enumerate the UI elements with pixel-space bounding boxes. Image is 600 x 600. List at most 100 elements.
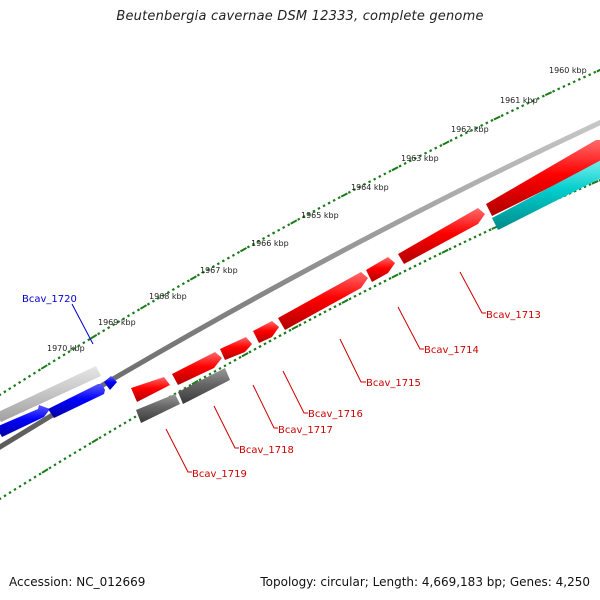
gene-arrow-bcav-1716[interactable] bbox=[253, 321, 279, 343]
leader-line-1717 bbox=[252, 384, 278, 429]
outer-minor-tick bbox=[287, 223, 291, 227]
gene-arrow-grey-2[interactable] bbox=[178, 368, 230, 404]
outer-minor-tick bbox=[557, 87, 561, 91]
outer-minor-tick bbox=[136, 308, 141, 312]
leader-line-1719 bbox=[165, 428, 192, 473]
gene-label-bcav-1716[interactable]: Bcav_1716 bbox=[308, 409, 363, 420]
outer-minor-tick bbox=[357, 185, 362, 189]
kbp-label-1960: 1960 kbp bbox=[549, 66, 587, 75]
inner-minor-tick bbox=[303, 320, 307, 324]
outer-minor-tick bbox=[216, 262, 220, 266]
leader-line-1715 bbox=[339, 338, 366, 383]
outer-major-tick bbox=[189, 275, 197, 281]
gene-label-bcav-1720[interactable]: Bcav_1720 bbox=[22, 294, 77, 305]
inner-minor-tick bbox=[413, 264, 417, 268]
outer-minor-tick bbox=[3, 390, 7, 394]
inner-minor-tick bbox=[103, 433, 107, 437]
outer-major-tick bbox=[442, 140, 450, 146]
outer-minor-tick bbox=[151, 299, 155, 303]
gene-arrow-bcav-1715[interactable] bbox=[278, 272, 368, 330]
outer-minor-tick bbox=[521, 104, 525, 108]
outer-minor-tick bbox=[373, 177, 377, 181]
outer-minor-tick bbox=[439, 144, 443, 148]
leader-line-1720 bbox=[71, 303, 94, 345]
outer-major-tick bbox=[239, 247, 247, 253]
inner-minor-tick bbox=[18, 484, 22, 488]
outer-minor-tick bbox=[97, 332, 101, 336]
inner-minor-tick bbox=[228, 361, 232, 365]
inner-major-tick bbox=[441, 248, 449, 254]
inner-minor-tick bbox=[253, 347, 257, 351]
inner-minor-tick bbox=[58, 460, 62, 464]
inner-minor-tick bbox=[108, 430, 112, 434]
inner-minor-tick bbox=[3, 494, 7, 498]
outer-minor-tick bbox=[413, 156, 417, 160]
inner-minor-tick bbox=[468, 237, 472, 241]
gene-label-bcav-1714[interactable]: Bcav_1714 bbox=[424, 345, 479, 356]
outer-minor-tick bbox=[449, 138, 453, 142]
outer-minor-tick bbox=[231, 253, 235, 257]
inner-minor-tick bbox=[33, 475, 37, 479]
outer-minor-tick bbox=[171, 287, 175, 292]
inner-major-tick bbox=[391, 273, 399, 279]
outer-minor-tick bbox=[347, 190, 351, 194]
inner-minor-tick bbox=[298, 323, 302, 327]
gene-label-bcav-1718[interactable]: Bcav_1718 bbox=[239, 445, 294, 456]
gene-arrow-bcav-1719[interactable] bbox=[131, 377, 170, 402]
outer-minor-tick bbox=[490, 118, 494, 122]
outer-minor-tick bbox=[201, 270, 205, 274]
gene-arrow-bcav-1713[interactable] bbox=[486, 140, 600, 216]
gene-arrow-light[interactable] bbox=[0, 366, 101, 422]
gene-label-bcav-1717[interactable]: Bcav_1717 bbox=[278, 425, 333, 436]
outer-minor-tick bbox=[297, 217, 301, 221]
kbp-label-1969: 1969 kbp bbox=[98, 318, 136, 327]
inner-minor-tick bbox=[223, 364, 227, 368]
outer-minor-tick bbox=[87, 338, 91, 342]
gene-label-bcav-1719[interactable]: Bcav_1719 bbox=[192, 469, 247, 480]
outer-minor-tick bbox=[261, 236, 266, 241]
outer-minor-tick bbox=[116, 320, 121, 324]
gene-arrow-bcav-1714-small[interactable] bbox=[366, 257, 395, 282]
inner-minor-tick bbox=[583, 185, 587, 189]
kbp-label-1961: 1961 kbp bbox=[500, 96, 538, 105]
leader-line-1716 bbox=[282, 370, 308, 414]
outer-minor-tick bbox=[516, 106, 520, 110]
accession-text: Accession: NC_012669 bbox=[9, 575, 146, 589]
gene-arrow-cyan[interactable] bbox=[492, 158, 600, 230]
outer-minor-tick bbox=[206, 267, 210, 271]
gene-arrow-bcav-1720[interactable] bbox=[0, 405, 50, 437]
gene-label-bcav-1715[interactable]: Bcav_1715 bbox=[366, 378, 421, 389]
inner-minor-tick bbox=[238, 355, 242, 359]
inner-minor-tick bbox=[128, 418, 132, 422]
inner-minor-tick bbox=[383, 279, 387, 283]
inner-minor-tick bbox=[13, 487, 17, 492]
kbp-label-1970: 1970 kbp bbox=[47, 344, 85, 353]
outer-minor-tick bbox=[322, 204, 326, 208]
outer-minor-tick bbox=[302, 215, 306, 219]
inner-minor-tick bbox=[488, 228, 492, 232]
outer-minor-tick bbox=[226, 256, 230, 260]
gene-label-bcav-1713[interactable]: Bcav_1713 bbox=[486, 310, 541, 321]
gene-arrow-bcav-1717-red[interactable] bbox=[220, 337, 252, 360]
gene-arrow-bcav-1718-red[interactable] bbox=[172, 352, 222, 385]
outer-minor-tick bbox=[312, 209, 316, 213]
inner-minor-tick bbox=[423, 259, 427, 263]
inner-minor-tick bbox=[8, 491, 12, 495]
gene-arrow-bcav-1720b[interactable] bbox=[48, 384, 105, 418]
inner-major-tick bbox=[91, 438, 99, 444]
leader-line-1714 bbox=[397, 306, 424, 350]
outer-minor-tick bbox=[577, 77, 581, 81]
gene-arrow-grey-1[interactable] bbox=[136, 394, 180, 423]
kbp-label-1962: 1962 kbp bbox=[451, 125, 489, 134]
inner-minor-tick bbox=[403, 269, 407, 273]
inner-minor-tick bbox=[588, 182, 592, 187]
gene-arrow-bcav-1714[interactable] bbox=[398, 208, 485, 264]
outer-minor-tick bbox=[469, 128, 474, 132]
gene-arrow-blue-small[interactable] bbox=[104, 376, 117, 390]
outer-minor-tick bbox=[131, 311, 136, 315]
inner-minor-tick bbox=[0, 497, 2, 501]
outer-minor-tick bbox=[327, 201, 331, 205]
outer-minor-tick bbox=[362, 182, 367, 186]
inner-minor-tick bbox=[448, 247, 452, 251]
outer-minor-tick bbox=[107, 326, 111, 330]
